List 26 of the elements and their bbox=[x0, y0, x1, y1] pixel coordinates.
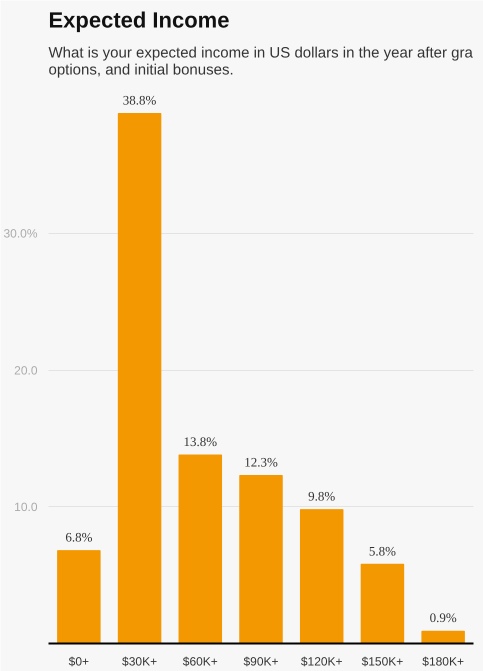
bar bbox=[360, 564, 404, 644]
x-tick-label: $60K+ bbox=[182, 654, 218, 668]
bar bbox=[178, 454, 222, 644]
y-tick-label: 20.0 bbox=[14, 363, 38, 378]
bar bbox=[239, 475, 283, 644]
data-label: 9.8% bbox=[308, 488, 336, 504]
data-label: 0.9% bbox=[430, 610, 457, 626]
y-tick-label: 10.0 bbox=[14, 500, 38, 514]
chart-subtitle: What is your expected income in US dollars in the year after gra options, and initial bonuses. bbox=[48, 44, 474, 78]
bar bbox=[118, 113, 162, 644]
data-label: 13.8% bbox=[183, 434, 218, 450]
x-tick-label: $120K+ bbox=[300, 654, 343, 668]
x-tick-label: $150K+ bbox=[362, 654, 404, 668]
bar bbox=[57, 550, 101, 644]
x-tick-label: $180K+ bbox=[422, 654, 464, 668]
y-tick-label: 30.0% bbox=[3, 226, 38, 241]
x-tick-label: $30K+ bbox=[122, 654, 158, 668]
bar bbox=[300, 509, 344, 644]
x-tick-label: $90K+ bbox=[243, 654, 279, 668]
bar bbox=[421, 630, 465, 644]
chart-title: Expected Income bbox=[48, 8, 230, 32]
data-label: 38.8% bbox=[122, 92, 157, 108]
x-tick-label: $0+ bbox=[68, 654, 90, 668]
data-label: 12.3% bbox=[244, 454, 278, 470]
data-label: 5.8% bbox=[368, 543, 396, 558]
data-label: 6.8% bbox=[65, 530, 93, 545]
